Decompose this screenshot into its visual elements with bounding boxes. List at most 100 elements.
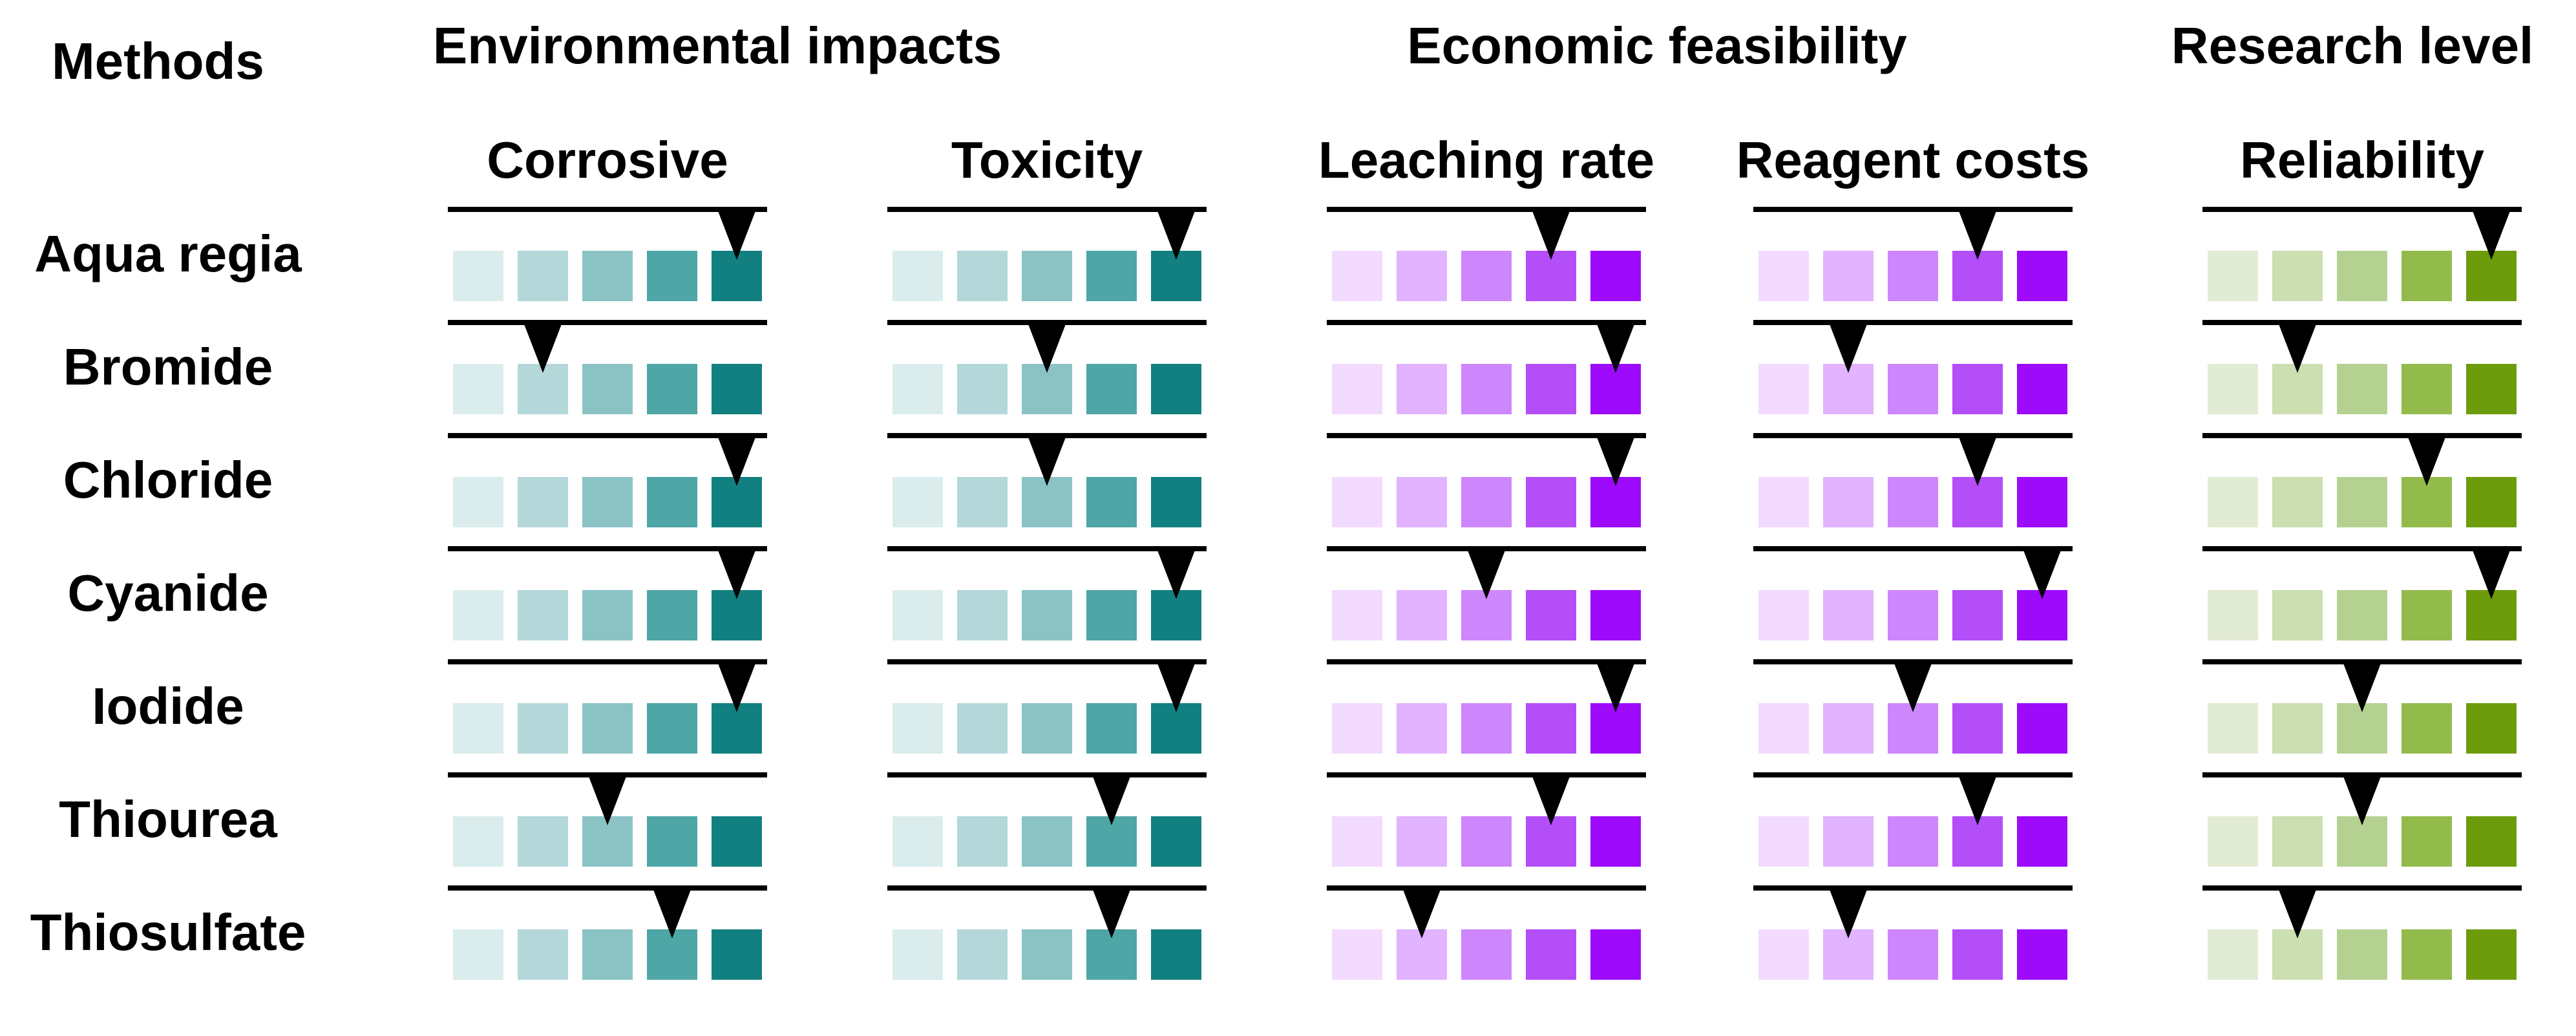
level-box-2 bbox=[1397, 816, 1447, 867]
level-box-4 bbox=[2402, 929, 2452, 980]
rating-marker bbox=[1092, 888, 1131, 938]
level-box-2 bbox=[1397, 590, 1447, 640]
level-box-3 bbox=[2337, 364, 2387, 414]
rating-marker bbox=[2278, 322, 2317, 373]
scale-rule bbox=[887, 885, 1207, 891]
rating-scale-leaching-rate bbox=[1327, 320, 1646, 414]
level-box-1 bbox=[453, 477, 503, 527]
level-box-4 bbox=[2402, 816, 2452, 867]
level-box-5 bbox=[712, 929, 762, 980]
scale-rule bbox=[1327, 659, 1646, 664]
criteria-header-row: Corrosive Toxicity Leaching rate Reagent co… bbox=[487, 131, 2484, 189]
level-box-1 bbox=[892, 816, 943, 867]
level-box-1 bbox=[2208, 590, 2258, 640]
level-box-2 bbox=[957, 477, 1008, 527]
level-box-2 bbox=[2272, 477, 2323, 527]
rating-scale-reliability bbox=[2202, 885, 2522, 980]
rating-scale-reliability bbox=[2202, 772, 2522, 867]
rating-scale-corrosive bbox=[448, 772, 767, 867]
level-box-1 bbox=[1758, 590, 1809, 640]
scale-rule bbox=[1753, 207, 2073, 212]
level-box-3 bbox=[1888, 251, 1938, 301]
level-box-5 bbox=[2017, 929, 2067, 980]
scale-rule bbox=[887, 659, 1207, 664]
level-box-1 bbox=[2208, 364, 2258, 414]
level-box-4 bbox=[647, 590, 697, 640]
level-box-2 bbox=[518, 251, 568, 301]
level-box-4 bbox=[647, 703, 697, 754]
level-box-4 bbox=[1526, 364, 1576, 414]
scale-rule bbox=[1753, 885, 2073, 891]
rating-marker bbox=[717, 662, 756, 712]
level-box-2 bbox=[1823, 816, 1874, 867]
method-label: Thiourea bbox=[59, 790, 277, 848]
level-box-5 bbox=[1590, 590, 1641, 640]
level-box-4 bbox=[1086, 703, 1137, 754]
level-box-3 bbox=[1461, 703, 1512, 754]
rating-marker bbox=[1402, 888, 1441, 938]
methods-column-header: Methods bbox=[52, 32, 264, 90]
rating-scale-reagent-costs bbox=[1753, 320, 2073, 414]
rating-scale-corrosive bbox=[448, 207, 767, 301]
level-box-1 bbox=[892, 251, 943, 301]
rating-scale-toxicity bbox=[887, 772, 1207, 867]
level-box-3 bbox=[1888, 364, 1938, 414]
rating-scale-toxicity bbox=[887, 659, 1207, 754]
level-box-5 bbox=[1151, 364, 1201, 414]
rating-scale-reagent-costs bbox=[1753, 433, 2073, 527]
rating-marker bbox=[717, 436, 756, 486]
scale-rule bbox=[887, 546, 1207, 551]
rating-marker bbox=[2472, 549, 2511, 599]
level-box-1 bbox=[453, 590, 503, 640]
rating-marker bbox=[1958, 209, 1997, 260]
level-box-5 bbox=[1151, 816, 1201, 867]
level-box-2 bbox=[2272, 590, 2323, 640]
level-box-1 bbox=[1332, 929, 1382, 980]
level-box-4 bbox=[1526, 929, 1576, 980]
rating-marker bbox=[1028, 322, 1066, 373]
rating-marker bbox=[1092, 775, 1131, 825]
level-box-5 bbox=[1590, 816, 1641, 867]
method-label: Thiosulfate bbox=[30, 904, 306, 961]
level-box-1 bbox=[892, 929, 943, 980]
rating-marker bbox=[2023, 549, 2062, 599]
level-box-5 bbox=[1151, 477, 1201, 527]
method-row-cyanide: Cyanide bbox=[67, 546, 2522, 640]
level-box-2 bbox=[518, 477, 568, 527]
level-box-2 bbox=[1397, 364, 1447, 414]
level-box-2 bbox=[1397, 251, 1447, 301]
level-box-1 bbox=[892, 703, 943, 754]
level-box-4 bbox=[1526, 703, 1576, 754]
criterion-header-toxicity: Toxicity bbox=[951, 131, 1143, 189]
level-box-3 bbox=[1022, 703, 1072, 754]
level-box-4 bbox=[1086, 364, 1137, 414]
scale-rule bbox=[448, 885, 767, 891]
level-box-2 bbox=[518, 929, 568, 980]
rating-marker bbox=[523, 322, 562, 373]
rating-marker bbox=[2343, 775, 2381, 825]
level-box-5 bbox=[2466, 703, 2517, 754]
rating-scale-toxicity bbox=[887, 433, 1207, 527]
scale-rule bbox=[1327, 433, 1646, 438]
rating-scale-toxicity bbox=[887, 207, 1207, 301]
scale-rule bbox=[1327, 885, 1646, 891]
level-box-1 bbox=[1758, 929, 1809, 980]
rating-marker bbox=[1596, 662, 1635, 712]
level-box-4 bbox=[1526, 477, 1576, 527]
level-box-1 bbox=[892, 590, 943, 640]
level-box-2 bbox=[957, 590, 1008, 640]
level-box-2 bbox=[518, 703, 568, 754]
rating-scale-reagent-costs bbox=[1753, 772, 2073, 867]
rating-marker bbox=[1157, 209, 1196, 260]
scale-rule bbox=[2202, 433, 2522, 438]
level-box-3 bbox=[1022, 816, 1072, 867]
scale-rule bbox=[1753, 433, 2073, 438]
rating-marker bbox=[1532, 775, 1570, 825]
rating-marker bbox=[2472, 209, 2511, 260]
rating-scale-reliability bbox=[2202, 546, 2522, 640]
level-box-4 bbox=[2402, 703, 2452, 754]
rating-scale-reagent-costs bbox=[1753, 207, 2073, 301]
method-label: Chloride bbox=[63, 451, 273, 509]
level-box-3 bbox=[1461, 251, 1512, 301]
